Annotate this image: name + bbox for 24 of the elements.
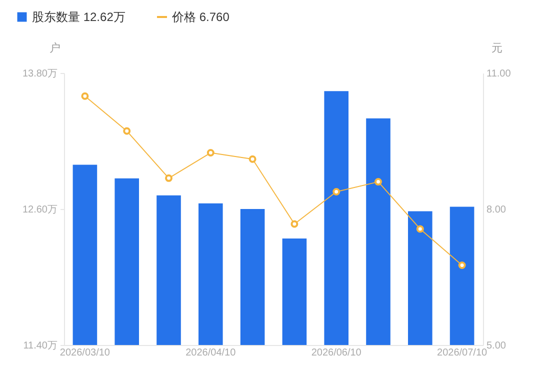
y-axis-title: 户 (50, 42, 60, 54)
point (165, 174, 172, 182)
legend-label: 股东数量 12.62万 (32, 10, 126, 24)
x-tick-label: 2026/04/10 (186, 348, 236, 358)
point (206, 149, 214, 157)
y-tick-label: 12.60万 (22, 204, 58, 216)
x-tick-label: 2026/03/10 (60, 348, 110, 358)
point (81, 92, 89, 100)
y2-tick-label: 11.00 (486, 68, 512, 80)
x-tick-label: 2026/07/10 (437, 348, 488, 358)
legend-label: 价格 6.760 (171, 10, 230, 24)
point (290, 220, 298, 228)
y2-axis-title: 元 (492, 42, 502, 54)
point (458, 261, 466, 269)
y-tick-label: 11.40万 (23, 340, 58, 352)
point (374, 178, 382, 186)
y-tick-label: 13.80万 (22, 68, 58, 80)
y2-tick-label: 8.00 (486, 204, 506, 216)
point (248, 155, 256, 163)
point (123, 127, 131, 135)
point (332, 188, 340, 196)
point (416, 225, 424, 233)
y2-tick-label: 5.00 (486, 340, 506, 352)
x-tick-label: 2026/06/10 (311, 348, 362, 358)
